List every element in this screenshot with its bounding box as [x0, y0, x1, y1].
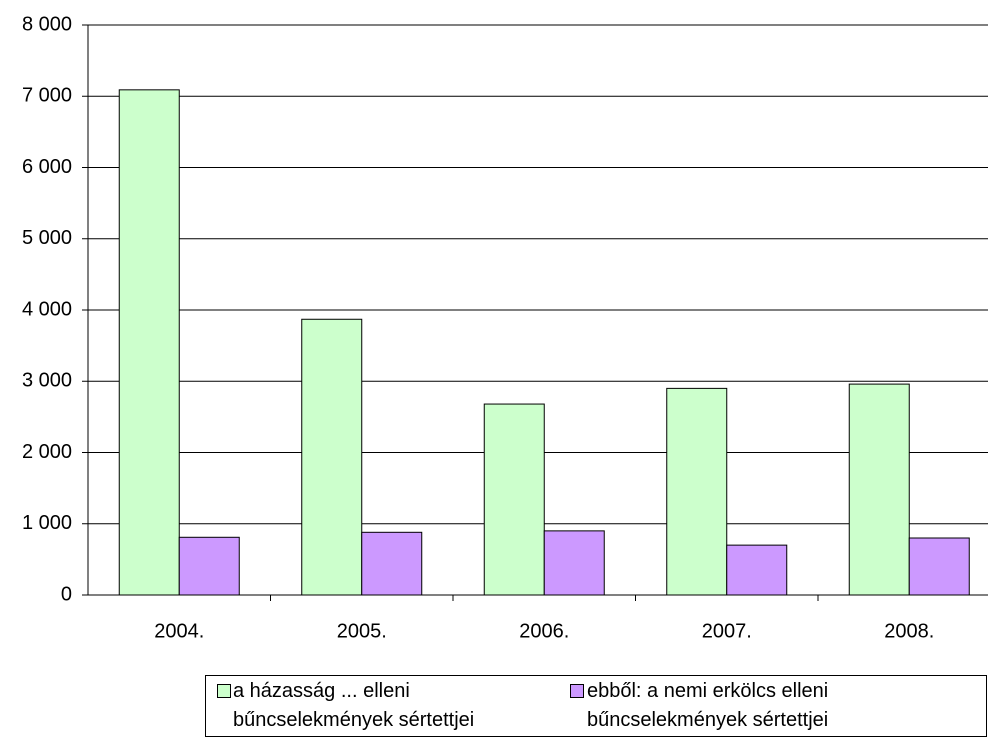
bar [361, 531, 423, 596]
legend-swatch [570, 684, 584, 698]
legend-label: ebből: a nemi erkölcs elleni bűncselekmé… [587, 680, 829, 731]
legend-label: a házasság ... elleni bűncselekmények sé… [233, 680, 475, 731]
x-tick-label: 2004. [154, 620, 204, 642]
bar [118, 89, 180, 596]
bar [908, 537, 970, 596]
y-tick-label: 7 000 [22, 85, 72, 107]
x-tick-label: 2007. [702, 620, 752, 642]
bar [483, 403, 545, 596]
bar [543, 530, 605, 596]
x-tick-label: 2006. [519, 620, 569, 642]
y-tick-label: 2 000 [22, 441, 72, 463]
bar [666, 387, 728, 596]
y-tick-label: 8 000 [22, 13, 72, 35]
x-tick-label: 2008. [884, 620, 934, 642]
bar [178, 536, 240, 596]
y-tick-label: 0 [61, 583, 72, 605]
bar [301, 318, 363, 596]
bar [848, 383, 910, 596]
legend-swatch [217, 684, 231, 698]
bar [726, 544, 788, 596]
y-tick-label: 4 000 [22, 298, 72, 320]
y-tick-label: 3 000 [22, 370, 72, 392]
legend: a házasság ... elleni bűncselekmények sé… [205, 675, 987, 737]
y-tick-label: 5 000 [22, 227, 72, 249]
y-tick-label: 1 000 [22, 512, 72, 534]
x-tick-label: 2005. [337, 620, 387, 642]
y-tick-label: 6 000 [22, 156, 72, 178]
